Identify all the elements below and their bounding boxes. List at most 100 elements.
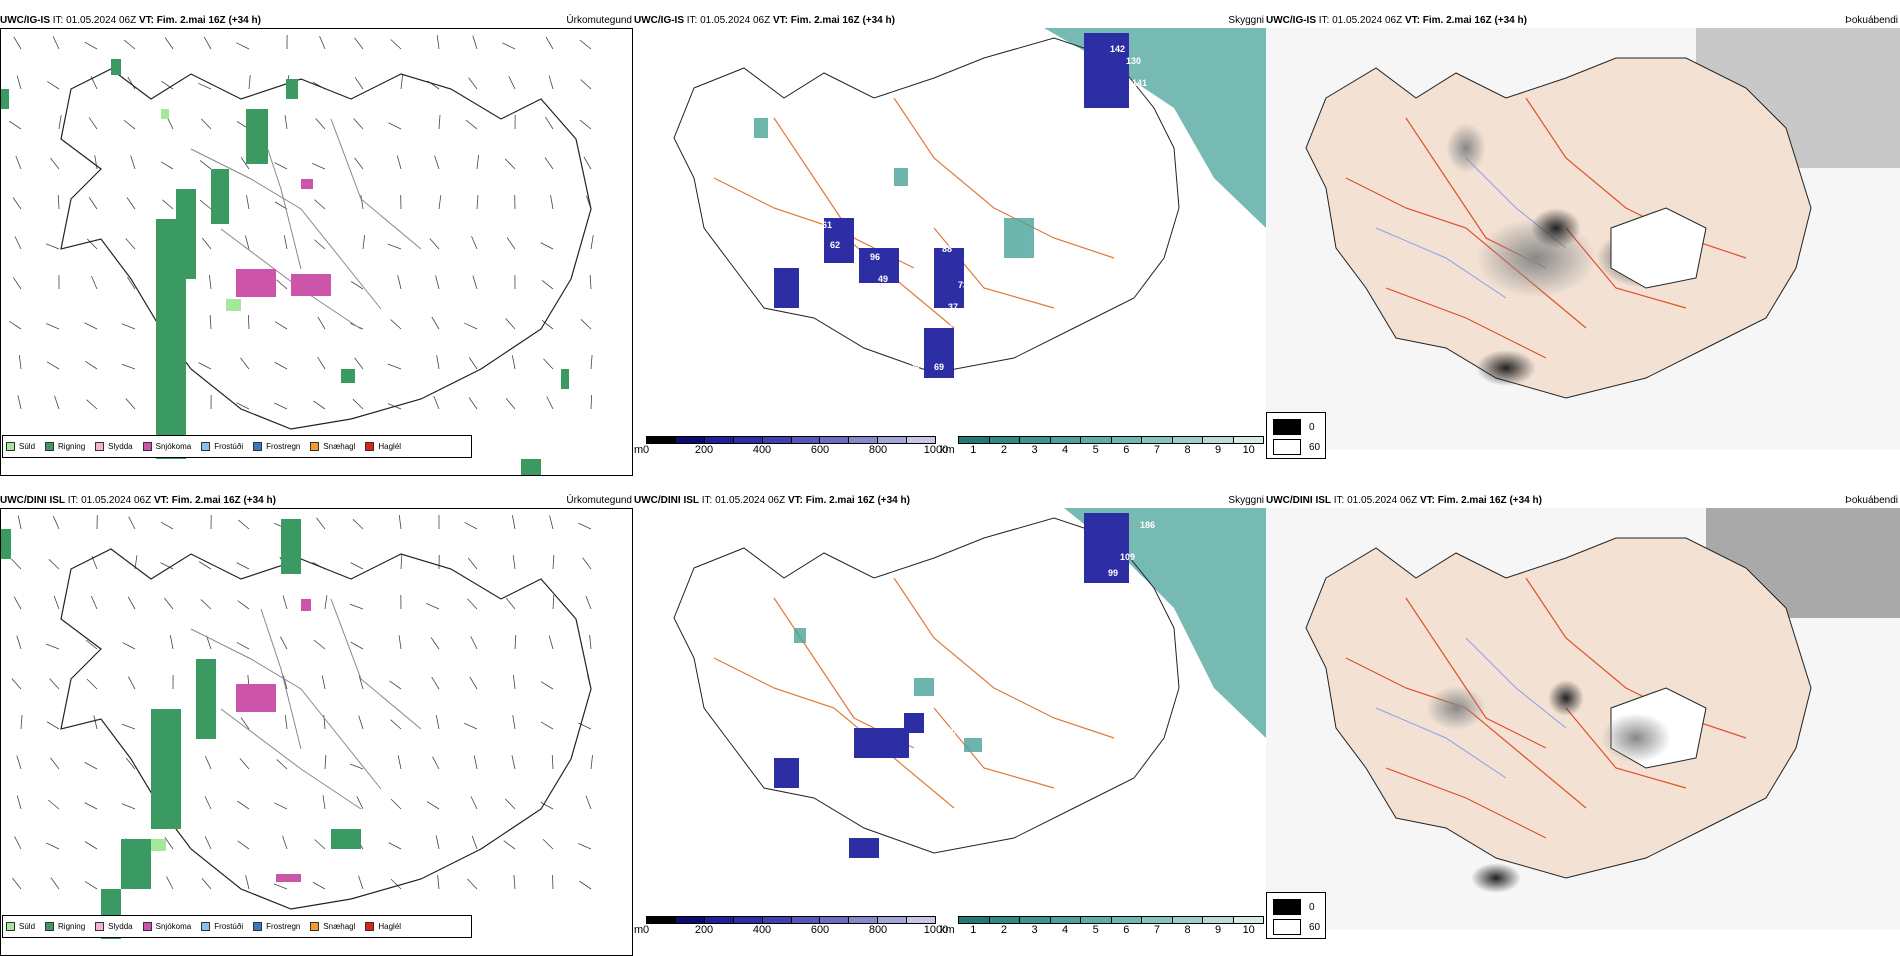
cloud-base-label: 142 xyxy=(1110,44,1125,54)
legend-item-snow: Snjókoma xyxy=(143,442,192,451)
cloud-base-label: 20 xyxy=(958,334,968,344)
colorbar-swatch xyxy=(676,917,705,923)
visibility-unit: km xyxy=(940,924,955,936)
model-name: UWC/IG-IS xyxy=(1266,15,1316,26)
legend-swatch xyxy=(253,922,262,931)
legend-item-rain: Rigning xyxy=(45,442,85,451)
it-label: IT: xyxy=(687,15,698,26)
cloud-base-label: 25 xyxy=(950,318,960,328)
colorbar-swatch xyxy=(959,437,990,443)
colorbar-swatch xyxy=(1142,917,1173,923)
colorbar-swatch xyxy=(1051,437,1082,443)
colorbar-tick-label: 4 xyxy=(1062,924,1068,936)
legend-swatch xyxy=(6,442,15,451)
cloud-base-label: 109 xyxy=(1120,552,1135,562)
legend-item-rain: Rigning xyxy=(45,922,85,931)
colorbar-tick-label: 4 xyxy=(1062,444,1068,456)
colorbar-swatch xyxy=(878,437,907,443)
colorbar-tick-label: 0 xyxy=(643,444,649,456)
panel-header: UWC/DINI ISL IT: 01.05.2024 06Z VT: Fim.… xyxy=(1266,494,1900,508)
colorbar-swatch xyxy=(820,917,849,923)
it-value: 01.05.2024 06Z xyxy=(81,495,151,506)
colorbar-tick-label: 1 xyxy=(970,924,976,936)
precip-type-map[interactable] xyxy=(0,508,633,956)
colorbar-tick-label: 8 xyxy=(1184,924,1190,936)
colorbar-swatch xyxy=(990,437,1021,443)
colorbar-swatch xyxy=(647,917,676,923)
cloud-base-label: 130 xyxy=(1126,56,1141,66)
legend-swatch xyxy=(95,442,104,451)
model-name: UWC/DINI ISL xyxy=(634,495,699,506)
colorbar-swatch xyxy=(676,437,705,443)
cloud-base-label: 55 xyxy=(946,726,956,736)
panel-header: UWC/IG-IS IT: 01.05.2024 06Z VT: Fim. 2.… xyxy=(0,14,634,28)
cloud-base-label: 69 xyxy=(934,362,944,372)
colorbar-swatch xyxy=(849,917,878,923)
colorbar-swatch xyxy=(959,917,990,923)
precip-panel-row2: UWC/DINI ISL IT: 01.05.2024 06Z VT: Fim.… xyxy=(0,494,634,946)
colorbar-tick-label: 10 xyxy=(1243,924,1255,936)
vt-label: VT: xyxy=(139,15,154,26)
colorbar-tick-label: 10 xyxy=(1243,444,1255,456)
colorbar-tick-label: 7 xyxy=(1154,444,1160,456)
precip-legend: Súld Rigning Slydda Snjókoma Frostúði Fr… xyxy=(2,435,472,458)
cloud-base-label: 61 xyxy=(822,220,832,230)
fog-legend-row2: 0 60 xyxy=(1266,892,1326,939)
vt-value: Fim. 2.mai 16Z (+34 h) xyxy=(806,495,910,506)
panel-header: UWC/IG-IS IT: 01.05.2024 06Z VT: Fim. 2.… xyxy=(1266,14,1900,28)
legend-swatch xyxy=(310,442,319,451)
colorbar-tick-label: 200 xyxy=(695,924,713,936)
panel-title: Þokuábendi xyxy=(1845,14,1898,28)
colorbar-swatch xyxy=(763,437,792,443)
cloud-panel-row2: UWC/DINI ISL IT: 01.05.2024 06Z VT: Fim.… xyxy=(634,494,1266,946)
legend-swatch xyxy=(201,442,210,451)
colorbar-tick-label: 800 xyxy=(869,924,887,936)
colorbar-tick-label: 2 xyxy=(1001,924,1007,936)
panel-title: Skyggni xyxy=(1228,14,1264,28)
colorbar-swatch xyxy=(849,437,878,443)
legend-swatch xyxy=(143,442,152,451)
fog-map-svg xyxy=(1266,508,1900,930)
legend-item-sleet: Slydda xyxy=(95,922,132,931)
fog-swatch xyxy=(1273,919,1301,935)
colorbar-swatch xyxy=(1081,437,1112,443)
it-value: 01.05.2024 06Z xyxy=(715,495,785,506)
vt-value: Fim. 2.mai 16Z (+34 h) xyxy=(157,15,261,26)
colorbar-tick-label: 5 xyxy=(1093,444,1099,456)
fog-index-map[interactable] xyxy=(1266,28,1900,450)
it-label: IT: xyxy=(1334,495,1345,506)
it-value: 01.05.2024 06Z xyxy=(66,15,136,26)
colorbar-tick-label: 800 xyxy=(869,444,887,456)
colorbar-tick-label: 8 xyxy=(1184,444,1190,456)
colorbar-tick-label: 600 xyxy=(811,444,829,456)
fog-index-map[interactable] xyxy=(1266,508,1900,930)
colorbar-swatch xyxy=(907,917,935,923)
cloud-panel-row1: UWC/IG-IS IT: 01.05.2024 06Z VT: Fim. 2.… xyxy=(634,14,1266,466)
panel-title: Skyggni xyxy=(1228,494,1264,508)
cloud-base-label: 74 xyxy=(916,394,926,404)
colorbar-tick-label: 6 xyxy=(1123,924,1129,936)
fog-legend-high: 60 xyxy=(1273,439,1320,455)
legend-item-freezing-drizzle: Frostúði xyxy=(201,922,243,931)
ceiling-unit: m xyxy=(634,444,643,456)
colorbar-swatch xyxy=(763,917,792,923)
vt-label: VT: xyxy=(1405,15,1420,26)
precip-panel-row1: UWC/IG-IS IT: 01.05.2024 06Z VT: Fim. 2.… xyxy=(0,14,634,466)
colorbar-swatch xyxy=(792,437,821,443)
precip-map-svg xyxy=(1,29,633,476)
it-label: IT: xyxy=(1319,15,1330,26)
panel-header: UWC/DINI ISL IT: 01.05.2024 06Z VT: Fim.… xyxy=(634,494,1266,508)
precip-type-map[interactable] xyxy=(0,28,633,476)
cloud-base-label: 38 xyxy=(910,360,920,370)
panel-header: UWC/DINI ISL IT: 01.05.2024 06Z VT: Fim.… xyxy=(0,494,634,508)
vt-value: Fim. 2.mai 16Z (+34 h) xyxy=(791,15,895,26)
colorbar-swatch xyxy=(647,437,676,443)
